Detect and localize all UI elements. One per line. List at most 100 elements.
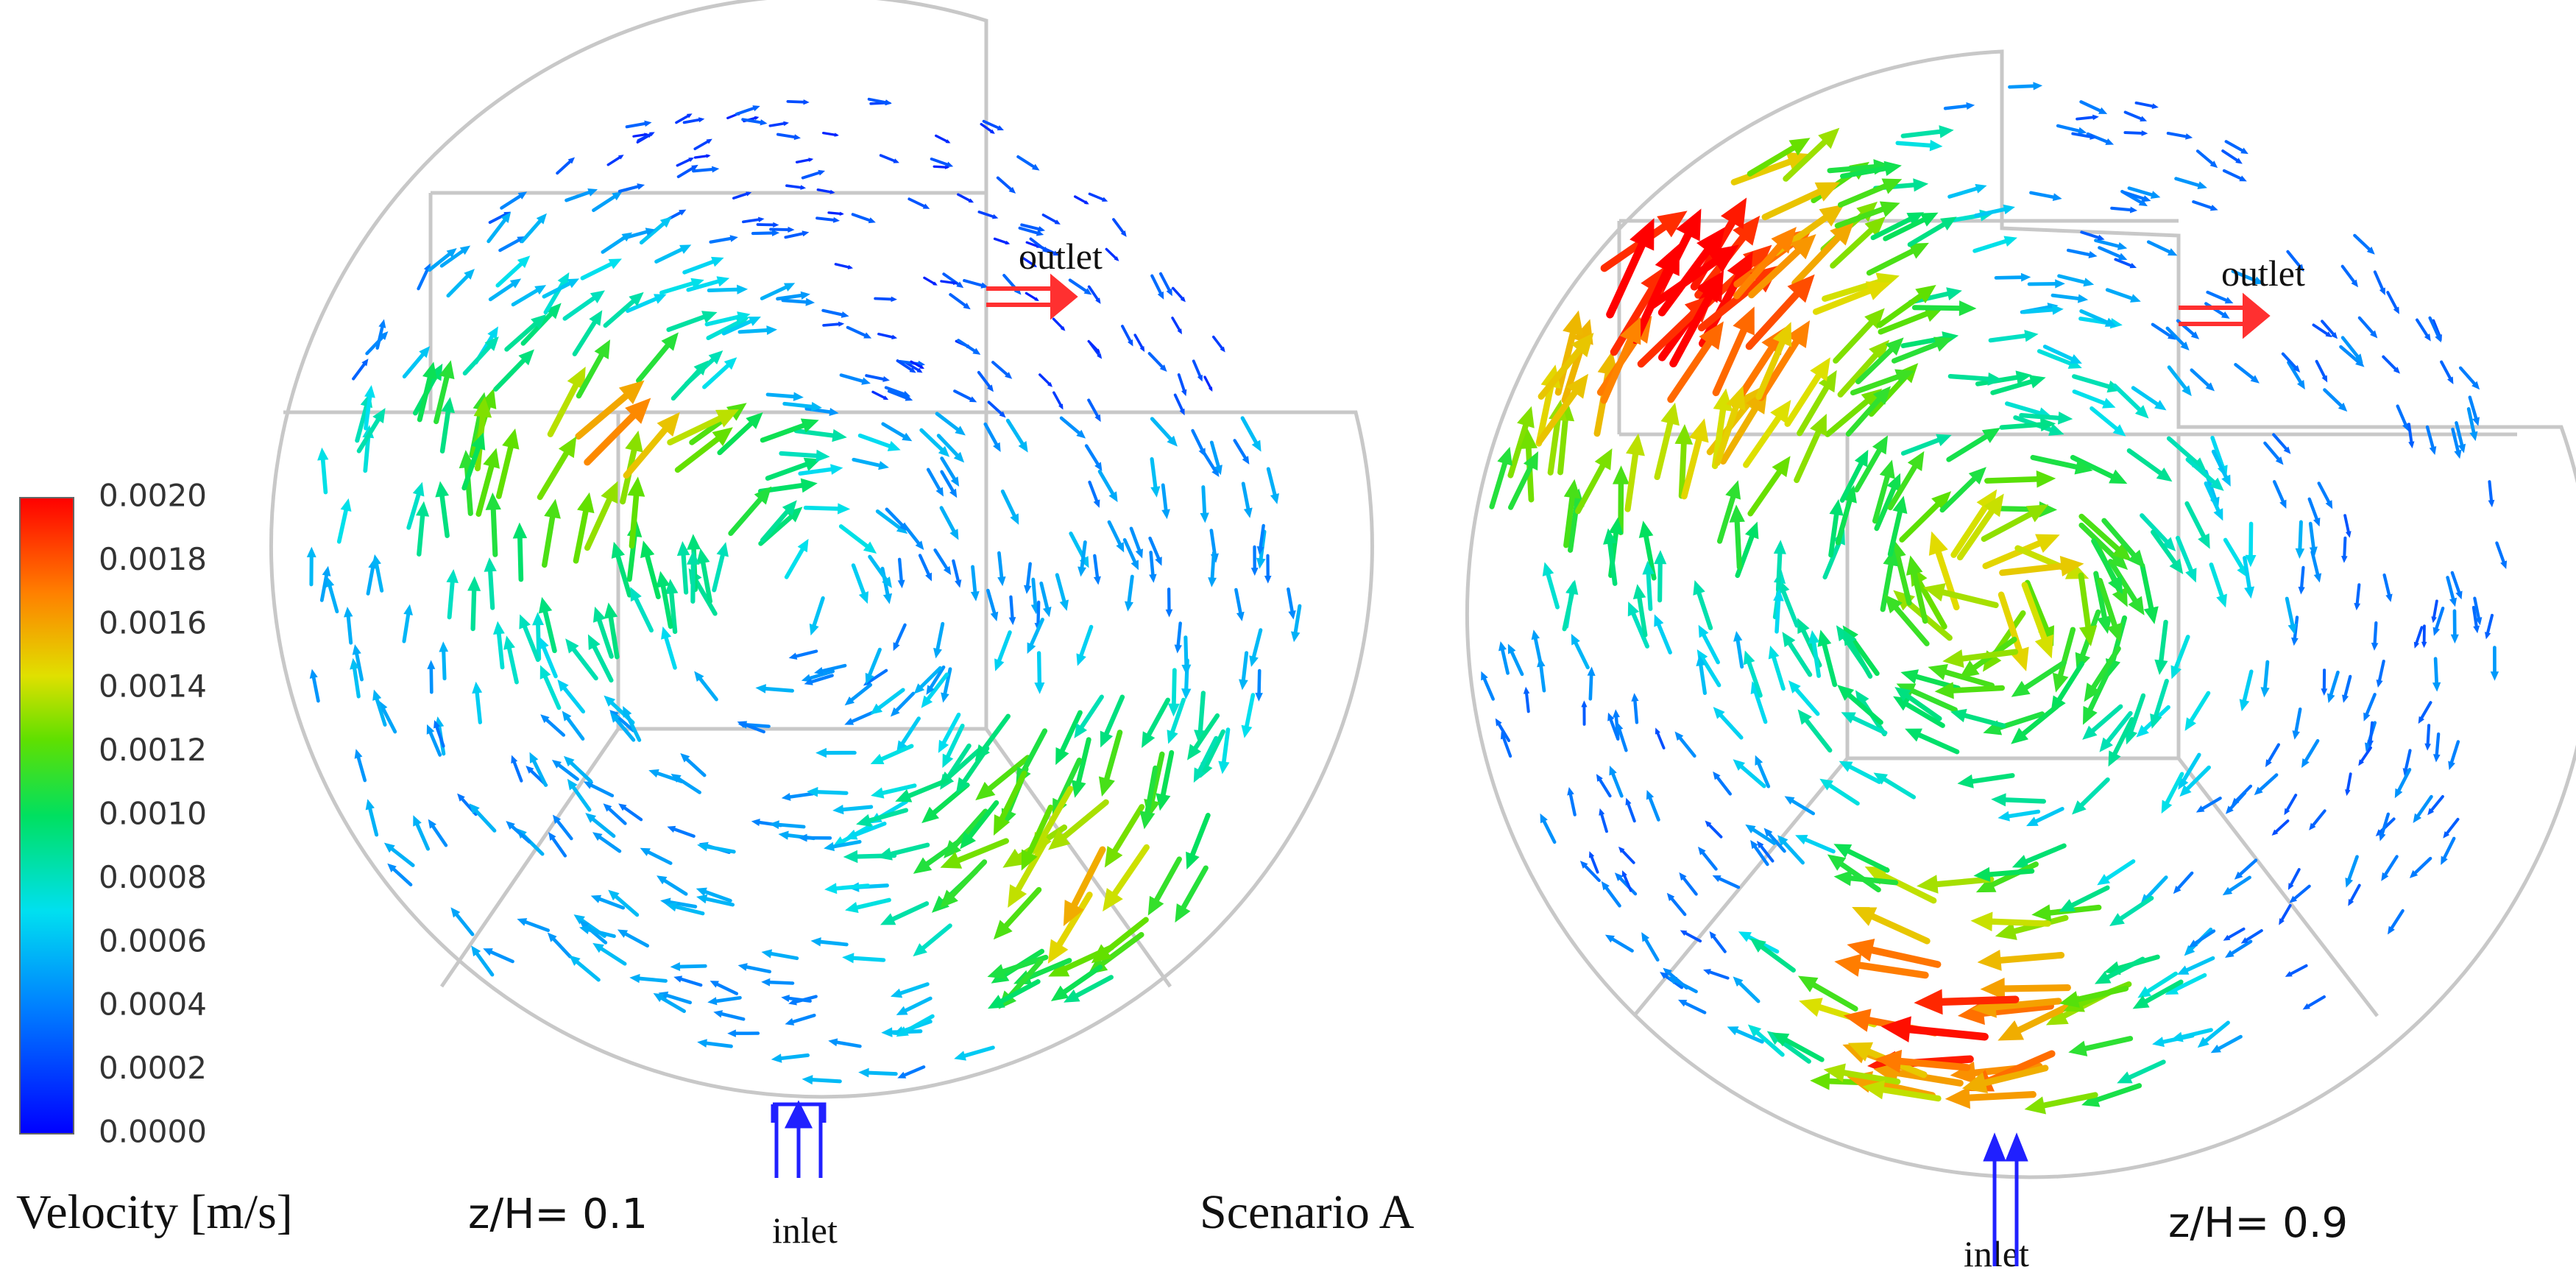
vector-head — [579, 920, 590, 931]
vector-shaft — [2231, 269, 2260, 284]
vector-shaft — [2451, 427, 2460, 456]
vector-head — [766, 325, 778, 335]
panel-label: z/H= 0.9 — [2168, 1199, 2348, 1247]
vector-shaft — [981, 755, 1031, 797]
vector-shaft — [1837, 346, 1884, 398]
vector-shaft — [1676, 733, 1696, 758]
vector-shaft — [1221, 727, 1231, 769]
vector-head — [415, 501, 430, 517]
vector-head — [2069, 354, 2082, 364]
vector-head — [352, 644, 361, 655]
vector-head — [1103, 888, 1123, 912]
vector-head — [354, 749, 363, 759]
vector-head — [1773, 588, 1784, 601]
vector-head — [592, 942, 604, 953]
vector-head — [1116, 542, 1125, 553]
vector-head — [511, 755, 518, 764]
vector-shaft — [1057, 710, 1083, 759]
vector-shaft — [1794, 422, 1825, 484]
vector-shaft — [1101, 694, 1125, 742]
vector-head — [693, 360, 709, 376]
vector-head — [798, 833, 807, 842]
vector-head — [2296, 264, 2304, 272]
vector-head — [761, 978, 771, 987]
vector-head — [1797, 709, 1812, 725]
vector-shaft — [462, 340, 496, 376]
vector-shaft — [389, 865, 413, 886]
vector-head — [2108, 575, 2123, 595]
vector-head — [471, 945, 481, 957]
vector-head — [1677, 999, 1688, 1007]
vector-shaft — [1147, 751, 1165, 811]
vector-head — [969, 396, 977, 403]
vector-shaft — [1562, 585, 1576, 632]
vector-head — [1157, 291, 1164, 300]
vector-head — [1797, 618, 1810, 635]
vector-head — [1847, 1042, 1874, 1062]
vector-head — [1156, 793, 1171, 811]
vector-head — [557, 679, 569, 692]
vector-shaft — [2272, 480, 2286, 507]
vector-head — [802, 1075, 813, 1085]
vector-shaft — [1861, 909, 1931, 945]
vector-shaft — [2293, 615, 2299, 643]
vector-shaft — [1880, 555, 1895, 613]
vector-head — [716, 542, 729, 557]
vector-shaft — [2114, 258, 2135, 268]
vector-shaft — [554, 761, 579, 781]
vector-shaft — [629, 485, 640, 549]
vector-shaft — [1956, 1091, 2037, 1102]
vector-shaft — [2138, 979, 2184, 1007]
vector-shaft — [1998, 797, 2046, 804]
colorbar-tick-label: 0.0000 — [99, 1114, 207, 1150]
vector-shaft — [1830, 222, 1880, 269]
vector-head — [2058, 411, 2073, 425]
vector-shaft — [1779, 584, 1800, 628]
vector-head — [882, 576, 892, 588]
vector-head — [1167, 730, 1178, 744]
vector-head — [2240, 937, 2248, 944]
vector-shaft — [1159, 749, 1175, 804]
vector-shaft — [2382, 573, 2392, 599]
vector-head — [2309, 822, 2316, 830]
vector-shaft — [728, 491, 768, 536]
vector-shaft — [1600, 327, 1638, 404]
vector-head — [1093, 576, 1101, 585]
vector-shaft — [2076, 1036, 2134, 1053]
vector-shaft — [2466, 407, 2477, 438]
vector-head — [713, 1010, 723, 1018]
vector-shaft — [936, 434, 962, 460]
vector-head — [1827, 854, 1847, 871]
vector-head — [949, 529, 959, 540]
vector-head — [1782, 632, 1796, 648]
vector-shaft — [1547, 409, 1563, 476]
vector-head — [2052, 305, 2064, 315]
vector-head — [1945, 1087, 1971, 1109]
vector-head — [1074, 723, 1088, 738]
vector-shaft — [442, 646, 447, 681]
vector-head — [1642, 560, 1655, 575]
vector-head — [2213, 508, 2223, 521]
vector-shaft — [898, 716, 921, 749]
vector-head — [1819, 778, 1834, 791]
vector-head — [1950, 708, 1967, 723]
vector-head — [2142, 195, 2151, 202]
vector-head — [2035, 534, 2060, 553]
vector-head — [2345, 531, 2352, 538]
vector-head — [1745, 824, 1756, 834]
vector-shaft — [1811, 635, 1822, 678]
vector-shaft — [2328, 670, 2340, 700]
vector-shaft — [1607, 534, 1618, 586]
vector-head — [838, 321, 845, 327]
vector-shaft — [1538, 661, 1546, 693]
vector-head — [2447, 376, 2454, 385]
vector-shaft — [1150, 457, 1158, 493]
vector-shaft — [1489, 454, 1510, 509]
vector-shaft — [693, 139, 711, 151]
vector-shaft — [2471, 605, 2479, 631]
vector-head — [2129, 263, 2137, 269]
vector-head — [946, 161, 954, 168]
vector-shaft — [2151, 322, 2174, 339]
vector-head — [1193, 767, 1206, 783]
vector-head — [450, 907, 461, 918]
